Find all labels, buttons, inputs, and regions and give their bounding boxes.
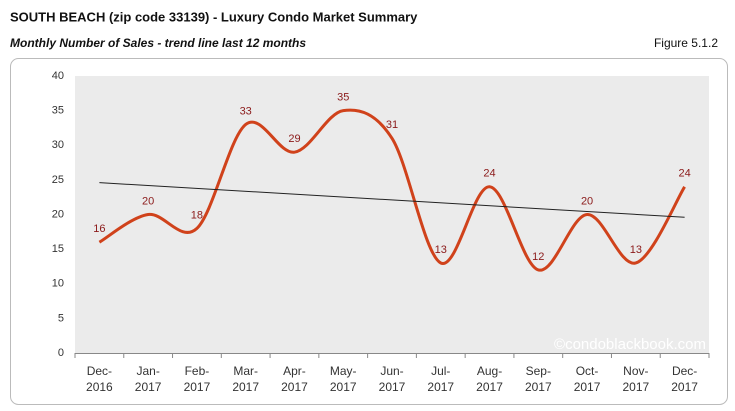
trend-line — [99, 182, 685, 218]
x-tick-label: May-2017 — [329, 364, 357, 394]
data-label: 29 — [288, 133, 300, 145]
data-label: 13 — [630, 244, 642, 256]
data-label: 18 — [191, 209, 203, 221]
data-label: 20 — [142, 195, 154, 207]
x-tick-label: Apr-2017 — [281, 364, 308, 394]
x-tick-label: Dec-2017 — [671, 364, 698, 394]
x-tick-label: Feb-2017 — [183, 364, 211, 394]
x-tick-label: Sep-2017 — [524, 364, 552, 394]
data-label: 33 — [240, 105, 252, 117]
figure-label: Figure 5.1.2 — [654, 36, 718, 50]
data-label: 24 — [678, 168, 690, 180]
data-label: 13 — [435, 244, 447, 256]
data-label: 16 — [93, 223, 105, 235]
data-label: 12 — [532, 251, 544, 263]
y-tick-label: 10 — [52, 278, 64, 290]
chart-title: SOUTH BEACH (zip code 33139) - Luxury Co… — [10, 9, 418, 24]
y-tick-label: 5 — [58, 312, 64, 324]
y-tick-label: 30 — [52, 139, 64, 151]
plot-area — [75, 76, 709, 353]
y-tick-label: 15 — [52, 243, 64, 255]
x-tick-label: Oct-2017 — [573, 364, 601, 394]
y-tick-label: 35 — [52, 105, 64, 117]
x-tick-label: Jul-2017 — [427, 364, 455, 394]
x-tick-label: Aug-2017 — [476, 364, 503, 394]
data-line — [98, 108, 686, 272]
x-tick-label: Jan-2017 — [134, 364, 162, 394]
chart-subtitle: Monthly Number of Sales - trend line las… — [10, 36, 306, 50]
data-label: 20 — [581, 195, 593, 207]
y-tick-label: 25 — [52, 174, 64, 186]
x-tick-label: Dec-2016 — [86, 364, 113, 394]
data-label: 24 — [483, 168, 495, 180]
data-label: 35 — [337, 92, 349, 104]
x-tick-label: Nov-2017 — [622, 364, 650, 394]
data-label: 31 — [386, 119, 398, 131]
y-tick-label: 40 — [52, 70, 64, 82]
y-tick-label: 20 — [52, 208, 64, 220]
y-tick-label: 0 — [58, 347, 64, 359]
x-tick-label: Mar-2017 — [232, 364, 260, 394]
watermark: ©condoblackbook.com — [554, 336, 706, 353]
x-tick-label: Jun-2017 — [378, 364, 406, 394]
